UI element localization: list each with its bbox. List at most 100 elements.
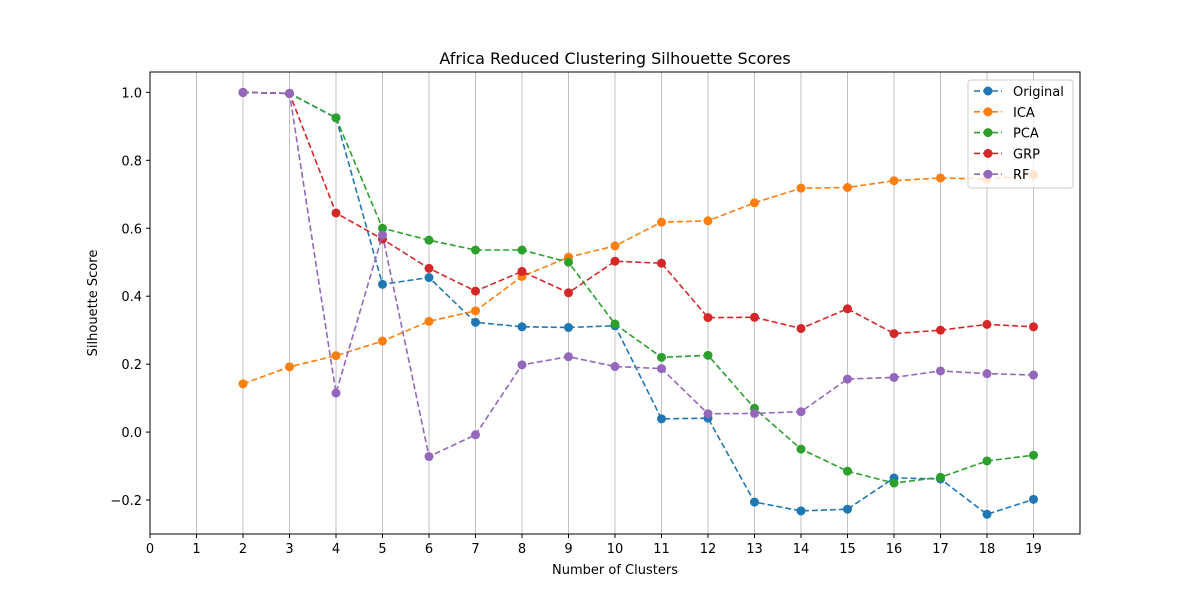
x-axis-label: Number of Clusters bbox=[552, 563, 678, 578]
data-point bbox=[936, 325, 945, 335]
data-point bbox=[982, 369, 992, 379]
legend-marker bbox=[983, 107, 993, 117]
data-point bbox=[517, 322, 527, 332]
data-point bbox=[982, 319, 992, 329]
data-point bbox=[1029, 494, 1038, 504]
legend-item: Original bbox=[974, 85, 1064, 100]
series-line bbox=[242, 91, 1034, 335]
legend-label: ICA bbox=[1013, 106, 1035, 121]
data-point bbox=[424, 273, 434, 283]
data-point bbox=[657, 414, 666, 424]
data-point bbox=[424, 452, 434, 462]
x-tick-label: 18 bbox=[979, 542, 996, 557]
data-point bbox=[331, 388, 341, 398]
data-point bbox=[750, 408, 759, 418]
data-point bbox=[471, 286, 480, 296]
x-tick-label: 8 bbox=[518, 542, 526, 557]
legend-item: PCA bbox=[974, 127, 1039, 142]
data-point bbox=[843, 504, 852, 514]
y-tick-label: 0.4 bbox=[121, 290, 142, 305]
chart-title: Africa Reduced Clustering Silhouette Sco… bbox=[439, 49, 790, 68]
x-tick-label: 13 bbox=[746, 542, 763, 557]
data-point bbox=[703, 216, 713, 226]
x-tick-label: 2 bbox=[239, 542, 247, 557]
data-point bbox=[285, 88, 294, 98]
data-point bbox=[657, 258, 666, 268]
data-point bbox=[796, 323, 806, 333]
legend-marker bbox=[983, 169, 993, 179]
data-point bbox=[424, 235, 434, 245]
data-point bbox=[378, 279, 387, 289]
x-tick-label: 16 bbox=[886, 542, 903, 557]
data-point bbox=[843, 374, 852, 384]
data-point bbox=[982, 456, 992, 466]
data-point bbox=[378, 230, 387, 240]
data-point bbox=[471, 245, 480, 255]
data-point bbox=[471, 430, 480, 440]
data-point bbox=[657, 364, 666, 374]
data-point bbox=[238, 87, 248, 97]
legend: Original ICA PCA GRP RF bbox=[967, 79, 1074, 189]
data-point bbox=[331, 208, 341, 218]
data-point bbox=[471, 306, 480, 316]
data-point bbox=[331, 351, 341, 361]
data-point bbox=[936, 366, 945, 376]
data-point bbox=[1029, 322, 1038, 332]
x-tick-label: 11 bbox=[653, 542, 670, 557]
data-point bbox=[889, 176, 899, 186]
data-point bbox=[936, 173, 945, 183]
y-tick-label: −0.2 bbox=[110, 494, 142, 509]
data-point bbox=[471, 317, 480, 327]
data-point bbox=[843, 304, 852, 314]
series-line bbox=[242, 91, 1034, 458]
data-point bbox=[796, 407, 806, 417]
data-point bbox=[564, 288, 573, 298]
legend-marker bbox=[983, 86, 993, 96]
x-tick-label: 6 bbox=[425, 542, 433, 557]
data-point bbox=[378, 223, 387, 233]
y-tick-label: 1.0 bbox=[121, 86, 142, 101]
series-line bbox=[242, 174, 1034, 385]
legend-marker bbox=[983, 128, 993, 138]
data-point bbox=[610, 362, 620, 372]
y-tick-label: 0.0 bbox=[121, 426, 142, 441]
data-point bbox=[424, 263, 434, 273]
data-point bbox=[564, 352, 573, 362]
y-axis-label: Silhouette Score bbox=[86, 250, 101, 357]
legend-label: GRP bbox=[1013, 147, 1040, 162]
y-axis: −0.2 0.0 0.2 0.4 0.6 0.8 1.0 bbox=[110, 86, 150, 509]
legend-label: RF bbox=[1013, 168, 1030, 183]
data-point bbox=[285, 362, 294, 372]
x-tick-label: 19 bbox=[1025, 542, 1042, 557]
data-point bbox=[750, 198, 759, 208]
data-point bbox=[889, 329, 899, 339]
data-point bbox=[610, 256, 620, 266]
data-point bbox=[610, 319, 620, 329]
legend-item: GRP bbox=[974, 147, 1040, 162]
data-point bbox=[657, 352, 666, 362]
data-point bbox=[703, 313, 713, 323]
data-point bbox=[517, 245, 527, 255]
data-point bbox=[378, 336, 387, 346]
legend-item: ICA bbox=[974, 106, 1035, 121]
x-tick-label: 10 bbox=[607, 542, 624, 557]
x-tick-label: 9 bbox=[564, 542, 572, 557]
x-tick-label: 12 bbox=[700, 542, 717, 557]
x-tick-label: 5 bbox=[378, 542, 386, 557]
y-tick-label: 0.8 bbox=[121, 154, 142, 169]
y-tick-label: 0.2 bbox=[121, 358, 142, 373]
data-point bbox=[610, 241, 620, 251]
series-rf bbox=[238, 87, 1038, 462]
x-tick-label: 1 bbox=[192, 542, 200, 557]
data-point bbox=[564, 322, 573, 332]
legend-label: Original bbox=[1013, 85, 1064, 100]
data-point bbox=[564, 257, 573, 267]
data-point bbox=[936, 472, 945, 482]
data-point bbox=[331, 113, 341, 123]
x-tick-label: 3 bbox=[285, 542, 293, 557]
x-axis: 0 1 2 3 4 5 6 7 8 9 10 11 12 13 14 15 16 17 18 19 bbox=[146, 534, 1042, 557]
data-point bbox=[1029, 370, 1038, 380]
data-point bbox=[657, 217, 666, 227]
data-point bbox=[703, 409, 713, 419]
legend-box bbox=[967, 79, 1074, 189]
